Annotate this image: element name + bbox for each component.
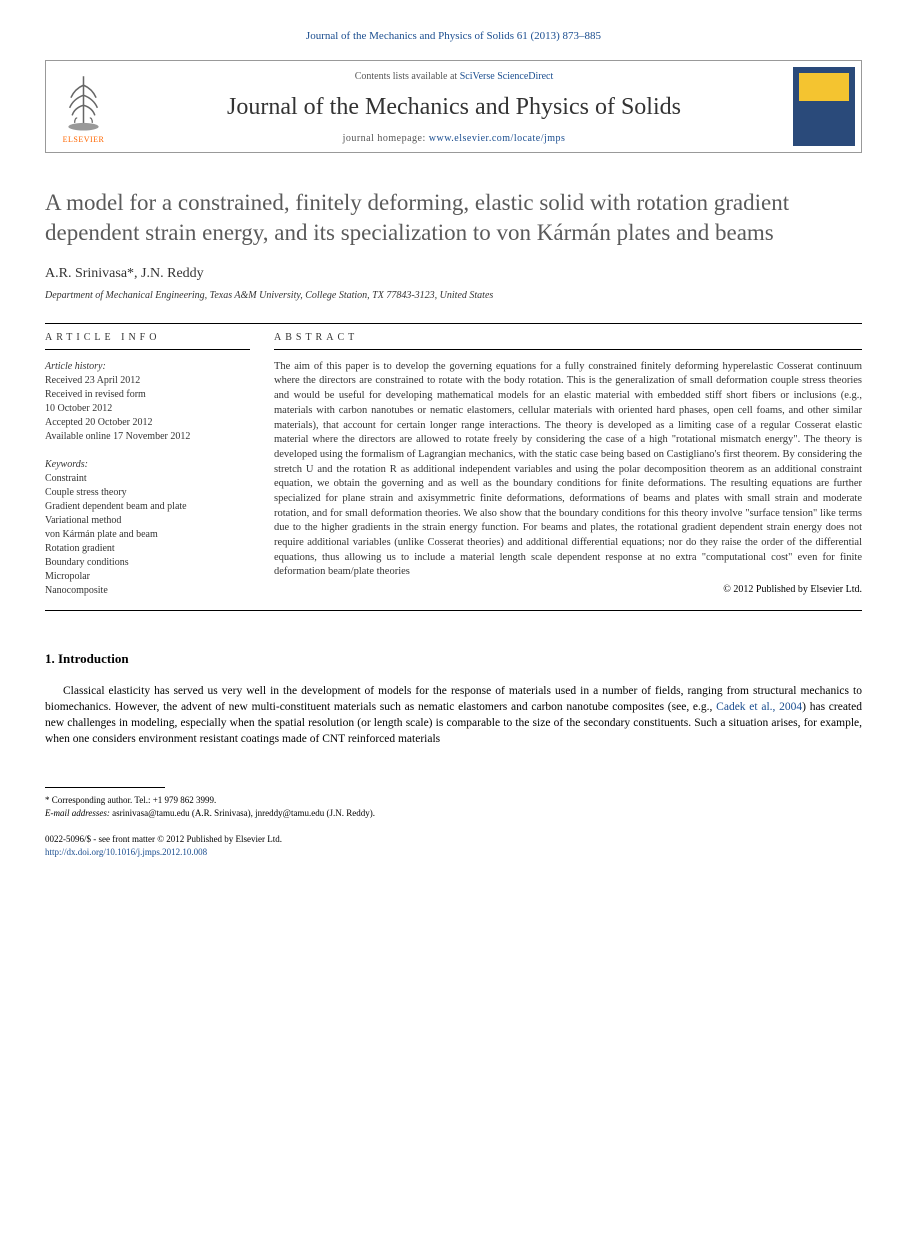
journal-header-box: ELSEVIER Contents lists available at Sci… <box>45 60 862 153</box>
keywords-label: Keywords: <box>45 458 250 472</box>
history-label: Article history: <box>45 360 250 374</box>
keywords-block: Keywords: Constraint Couple stress theor… <box>45 458 250 598</box>
copyright-line: © 2012 Published by Elsevier Ltd. <box>274 584 862 595</box>
abstract-text: The aim of this paper is to develop the … <box>274 360 862 580</box>
affiliation: Department of Mechanical Engineering, Te… <box>45 290 862 301</box>
introduction-paragraph: Classical elasticity has served us very … <box>45 683 862 747</box>
footer-info: 0022-5096/$ - see front matter © 2012 Pu… <box>45 833 862 858</box>
article-info-column: ARTICLE INFO Article history: Received 2… <box>45 324 250 598</box>
sciencedirect-link[interactable]: SciVerse ScienceDirect <box>460 71 554 82</box>
online-date: Available online 17 November 2012 <box>45 430 250 444</box>
introduction-heading: 1. Introduction <box>45 651 862 667</box>
homepage-line: journal homepage: www.elsevier.com/locat… <box>131 133 777 144</box>
authors: A.R. Srinivasa*, J.N. Reddy <box>45 266 862 282</box>
abstract-heading: ABSTRACT <box>274 324 862 350</box>
homepage-link[interactable]: www.elsevier.com/locate/jmps <box>429 133 566 144</box>
elsevier-logo: ELSEVIER <box>46 61 121 152</box>
corresponding-author: * Corresponding author. Tel.: +1 979 862… <box>45 794 862 807</box>
doi-link[interactable]: http://dx.doi.org/10.1016/j.jmps.2012.10… <box>45 847 207 857</box>
elsevier-label: ELSEVIER <box>63 135 105 144</box>
info-abstract-columns: ARTICLE INFO Article history: Received 2… <box>45 324 862 598</box>
accepted-date: Accepted 20 October 2012 <box>45 416 250 430</box>
keyword: Rotation gradient <box>45 542 250 556</box>
email-line: E-mail addresses: asrinivasa@tamu.edu (A… <box>45 807 862 820</box>
email-addresses: asrinivasa@tamu.edu (A.R. Srinivasa), jn… <box>112 808 375 818</box>
keyword: Nanocomposite <box>45 584 250 598</box>
keyword: Variational method <box>45 514 250 528</box>
elsevier-tree-icon <box>52 70 115 133</box>
contents-available-line: Contents lists available at SciVerse Sci… <box>131 71 777 82</box>
header-center: Contents lists available at SciVerse Sci… <box>121 61 787 152</box>
keyword: Constraint <box>45 472 250 486</box>
received-date: Received 23 April 2012 <box>45 374 250 388</box>
keyword: von Kármán plate and beam <box>45 528 250 542</box>
journal-name: Journal of the Mechanics and Physics of … <box>131 94 777 121</box>
journal-reference: Journal of the Mechanics and Physics of … <box>45 30 862 42</box>
issn-line: 0022-5096/$ - see front matter © 2012 Pu… <box>45 833 862 846</box>
divider <box>45 610 862 611</box>
keyword: Gradient dependent beam and plate <box>45 500 250 514</box>
article-title: A model for a constrained, finitely defo… <box>45 188 862 248</box>
footnotes: * Corresponding author. Tel.: +1 979 862… <box>45 794 862 819</box>
abstract-column: ABSTRACT The aim of this paper is to dev… <box>274 324 862 598</box>
article-info-heading: ARTICLE INFO <box>45 324 250 350</box>
citation-link[interactable]: Cadek et al., 2004 <box>716 701 802 713</box>
revised-date: 10 October 2012 <box>45 402 250 416</box>
homepage-prefix: journal homepage: <box>343 133 429 144</box>
footnote-divider <box>45 787 165 788</box>
keyword: Couple stress theory <box>45 486 250 500</box>
keyword: Micropolar <box>45 570 250 584</box>
keyword: Boundary conditions <box>45 556 250 570</box>
email-label: E-mail addresses: <box>45 808 110 818</box>
article-history: Article history: Received 23 April 2012 … <box>45 360 250 444</box>
revised-label: Received in revised form <box>45 388 250 402</box>
journal-cover-thumbnail <box>793 67 855 146</box>
contents-prefix: Contents lists available at <box>355 71 460 82</box>
